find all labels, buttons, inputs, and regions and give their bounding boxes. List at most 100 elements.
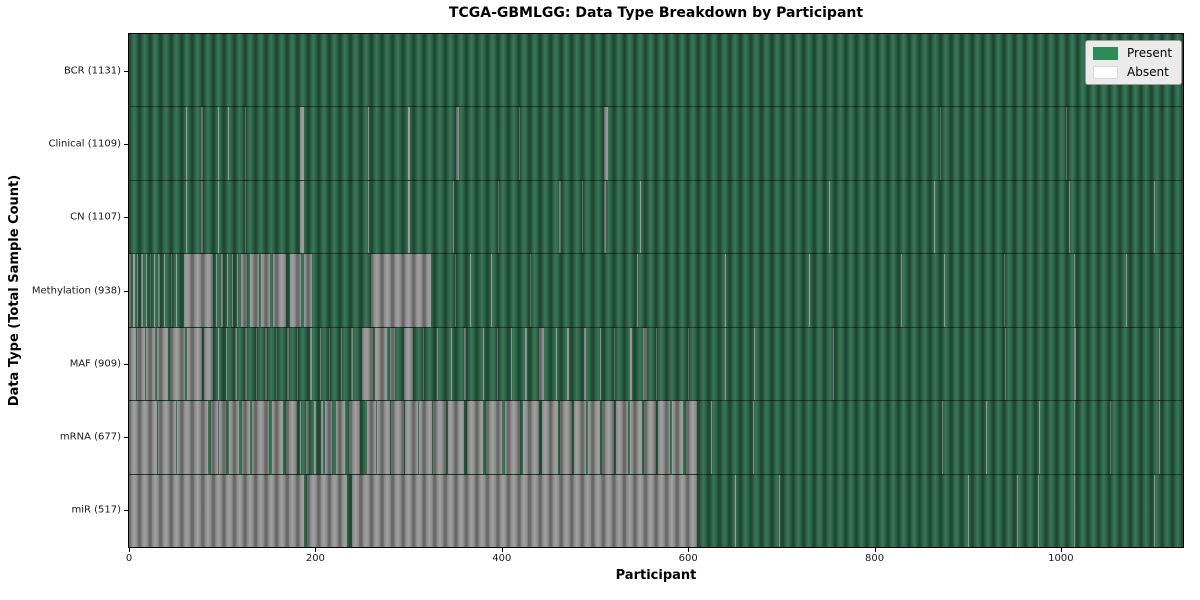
absent-segment [232,254,234,327]
absent-segment [252,401,269,474]
absent-segment [250,254,259,327]
absent-segment [1154,180,1156,254]
absent-segment [779,474,781,547]
y-tick-mark [124,217,128,219]
absent-segment [240,254,248,327]
absent-segment [211,401,218,474]
absent-segment [630,327,633,401]
absent-segment [203,327,213,401]
absent-segment [245,107,247,180]
absent-segment [418,401,432,474]
absent-segment [832,327,834,401]
absent-segment [464,327,467,401]
legend-label: Absent [1127,65,1169,79]
absent-segment [900,254,902,327]
absent-segment [639,180,641,254]
absent-segment [361,327,374,401]
absent-segment [828,180,830,254]
absent-segment [583,327,586,401]
data-row-mrna [129,400,1183,474]
absent-segment [725,254,727,327]
absent-segment [470,254,472,327]
x-tick-label-0: 0 [125,553,133,564]
absent-segment [241,401,251,474]
absent-segment [1158,327,1160,401]
absent-segment [672,401,684,474]
x-tick-label-600: 600 [678,553,698,564]
absent-segment [255,327,257,401]
absent-segment [341,327,343,401]
absent-segment [467,401,484,474]
absent-segment [934,180,936,254]
absent-segment [967,474,969,547]
absent-segment [1037,474,1040,547]
data-row-methylation [129,253,1183,327]
absent-segment [226,254,228,327]
absent-segment [335,401,346,474]
absent-segment [525,327,527,401]
absent-segment [348,401,361,474]
absent-segment [599,327,601,401]
absent-segment [271,401,283,474]
absent-segment [574,401,586,474]
absent-segment [485,401,502,474]
legend-swatch-present [1093,46,1118,60]
absent-segment [941,401,943,474]
y-tick-mark [124,290,128,292]
x-tick-label-1000: 1000 [1048,553,1074,564]
absent-segment [221,254,224,327]
absent-segment [324,401,333,474]
absent-segment [407,180,411,254]
absent-segment [636,254,638,327]
absent-segment [170,327,185,401]
absent-segment [287,327,290,401]
absent-segment [228,401,239,474]
absent-segment [559,401,572,474]
absent-segment [734,474,736,547]
absent-segment [450,327,452,401]
absent-segment [688,327,690,401]
absent-segment [809,254,811,327]
absent-segment [300,180,305,254]
absent-segment [177,401,209,474]
y-tick-label-methylation: Methylation (938) [31,285,121,296]
absent-segment [129,254,131,327]
legend-label: Present [1127,46,1173,60]
absent-segment [1073,254,1075,327]
absent-segment [539,327,544,401]
absent-segment [320,401,323,474]
x-tick-label-400: 400 [492,553,512,564]
data-row-bcr [129,34,1183,107]
absent-segment [389,327,395,401]
absent-segment [225,327,227,401]
absent-segment [304,254,312,327]
absent-segment [350,327,353,401]
absent-segment [541,401,558,474]
absent-segment [376,401,390,474]
absent-segment [1065,107,1067,180]
absent-segment [643,327,648,401]
absent-segment [219,401,226,474]
absent-segment [129,474,305,547]
absent-segment [145,327,156,401]
absent-segment [300,107,305,180]
absent-segment [404,401,418,474]
absent-segment [285,401,297,474]
y-tick-label-cn: CN (1107) [70,211,121,223]
absent-segment [235,327,238,401]
absent-segment [567,327,569,401]
plot-area [128,33,1184,548]
absent-segment [218,107,220,180]
absent-segment [129,401,157,474]
y-tick-mark [124,143,128,145]
absent-segment [185,107,187,180]
absent-segment [217,327,219,401]
absent-segment [245,180,247,254]
legend: Present Absent [1085,40,1183,85]
data-row-maf [129,326,1183,401]
absent-segment [137,327,145,401]
absent-segment [320,327,322,401]
x-tick-label-800: 800 [864,553,885,564]
absent-segment [371,254,431,327]
absent-segment [200,180,203,254]
